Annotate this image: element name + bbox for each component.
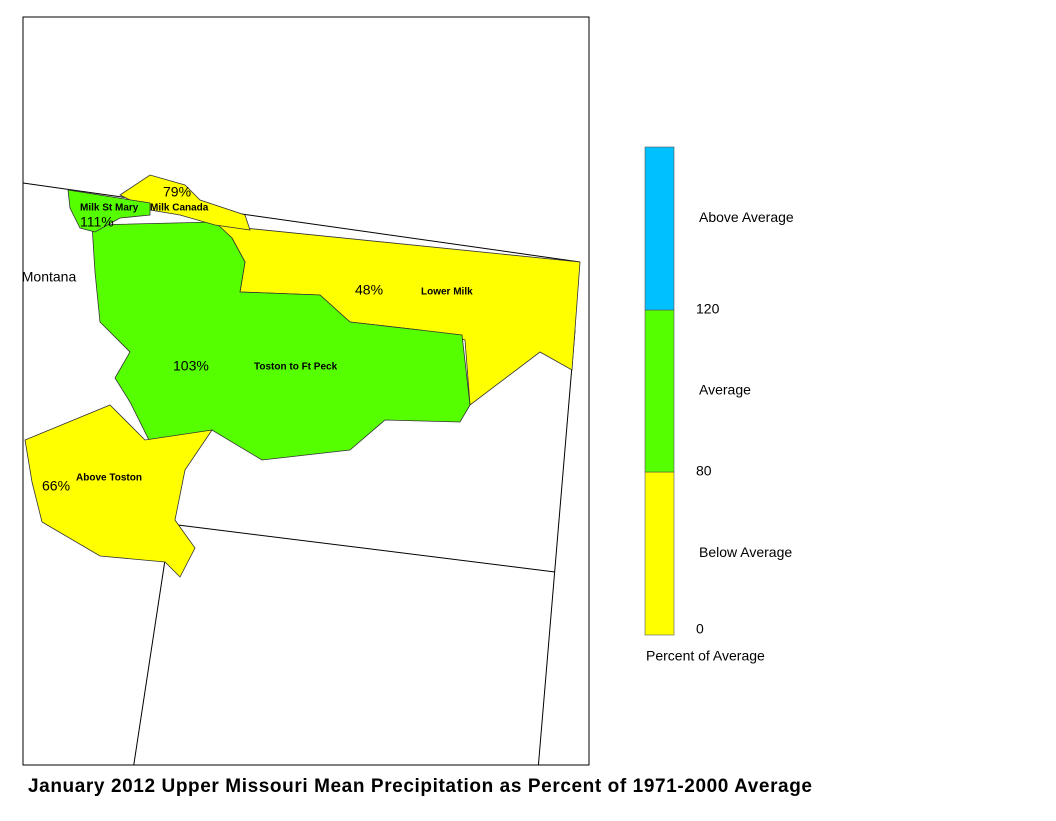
basin-name: Toston to Ft Peck bbox=[254, 362, 338, 373]
legend-class-label: Below Average bbox=[699, 544, 792, 560]
legend: Below Average Average Above Average 0 80 120 P… bbox=[644, 146, 794, 664]
above-toston-basin bbox=[24, 404, 213, 578]
legend-swatch bbox=[644, 309, 675, 473]
legend-tick-label: 120 bbox=[696, 301, 720, 317]
basin-name: Above Toston bbox=[76, 473, 142, 484]
map-title: January 2012 Upper Missouri Mean Precipi… bbox=[28, 776, 813, 797]
legend-tick-label: 0 bbox=[696, 621, 704, 637]
state-label: Montana bbox=[22, 269, 77, 285]
basin-percent: 48% bbox=[355, 282, 383, 298]
basin-name: Milk Canada bbox=[150, 203, 209, 214]
legend-swatch bbox=[644, 146, 675, 311]
basin-percent: 66% bbox=[42, 478, 70, 494]
state-border bbox=[23, 182, 581, 765]
legend-class-label: Above Average bbox=[699, 209, 794, 225]
milk-st-mary-basin bbox=[67, 189, 151, 233]
toston-ft-peck-basin bbox=[91, 221, 471, 461]
legend-tick-label: 80 bbox=[696, 463, 712, 479]
basin-name: Lower Milk bbox=[421, 287, 473, 298]
basin-percent: 79% bbox=[163, 184, 191, 200]
milk-canada-basin bbox=[119, 174, 251, 231]
legend-class-label: Average bbox=[699, 382, 751, 398]
map-area: Montana Milk St Mary 111% Milk Canada 79… bbox=[22, 174, 581, 765]
basin-percent: 103% bbox=[173, 358, 209, 374]
legend-title: Percent of Average bbox=[646, 648, 765, 664]
legend-swatch bbox=[644, 471, 675, 636]
basin-name: Milk St Mary bbox=[80, 203, 139, 214]
basin-percent: 111% bbox=[80, 214, 114, 230]
